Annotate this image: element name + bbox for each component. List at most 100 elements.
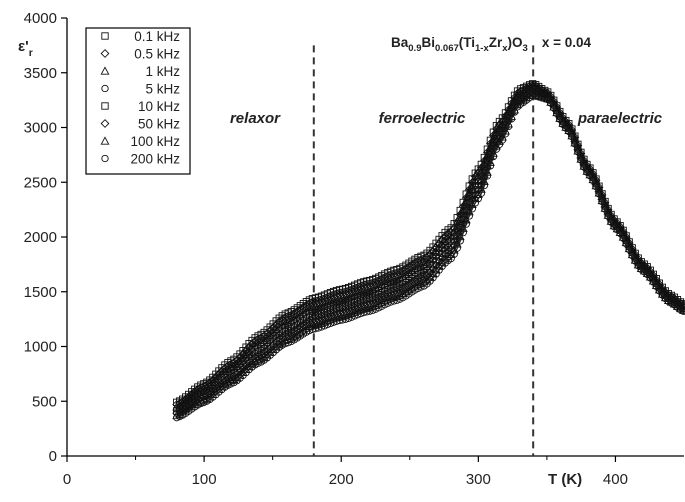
x-tick-label: 100 bbox=[192, 471, 217, 488]
y-tick-label: 2000 bbox=[24, 229, 57, 246]
data-point bbox=[101, 154, 109, 163]
title-subscript: 0.067 bbox=[435, 43, 459, 54]
data-point bbox=[679, 307, 685, 315]
legend-entry: 0.1 kHz bbox=[101, 29, 180, 44]
data-point bbox=[450, 250, 458, 258]
data-point bbox=[456, 237, 464, 245]
legend-entry: 50 kHz bbox=[100, 117, 180, 132]
data-point bbox=[510, 108, 519, 116]
x-tick-label: 0 bbox=[63, 471, 71, 488]
data-point bbox=[453, 244, 461, 252]
data-point bbox=[100, 119, 110, 128]
series-200-khz bbox=[173, 92, 685, 422]
axes: 0 500 1000 1500 2000 2500 3000 3500 4000 0 100 200 3… bbox=[24, 10, 684, 488]
legend-entry: 200 kHz bbox=[101, 152, 180, 167]
legend-entry: 5 kHz bbox=[101, 82, 180, 97]
legend-label: 100 kHz bbox=[130, 134, 180, 149]
legend-label: 50 kHz bbox=[138, 117, 180, 132]
region-label-paraelectric: paraelectric bbox=[577, 110, 663, 127]
y-axis-label: ε'r bbox=[18, 38, 33, 59]
title-part: Ba bbox=[391, 35, 409, 50]
data-point bbox=[603, 210, 613, 219]
data-point bbox=[197, 399, 205, 408]
data-point bbox=[628, 251, 636, 260]
data-point bbox=[600, 203, 610, 212]
y-tick-label: 500 bbox=[32, 393, 57, 410]
data-point bbox=[393, 296, 401, 304]
data-point bbox=[598, 197, 606, 206]
series-layer bbox=[172, 80, 685, 422]
data-point bbox=[344, 314, 353, 322]
data-point bbox=[317, 323, 326, 331]
data-point bbox=[101, 102, 109, 110]
y-tick-label: 3000 bbox=[24, 120, 57, 137]
y-tick-label: 0 bbox=[49, 448, 57, 465]
data-point bbox=[576, 154, 586, 163]
legend-box bbox=[85, 27, 191, 175]
data-point bbox=[619, 234, 627, 242]
legend: 0.1 kHz 0.5 kHz 1 kHz 5 kHz 10 kHz 50 kHz 100 … bbox=[85, 27, 191, 175]
region-label-relaxor: relaxor bbox=[230, 110, 281, 127]
data-point bbox=[622, 239, 630, 248]
data-point bbox=[101, 84, 109, 93]
data-point bbox=[624, 243, 634, 253]
phase-boundaries bbox=[312, 45, 535, 456]
region-label-ferroelectric: ferroelectric bbox=[379, 110, 466, 127]
title-part: )O bbox=[508, 35, 523, 50]
legend-entry: 10 kHz bbox=[101, 99, 180, 114]
data-point bbox=[625, 245, 633, 254]
data-point bbox=[550, 104, 558, 112]
data-point bbox=[555, 113, 565, 122]
data-point bbox=[565, 127, 573, 136]
data-point bbox=[588, 174, 598, 184]
y-tick-label: 4000 bbox=[24, 10, 57, 27]
data-point bbox=[507, 115, 516, 123]
legend-entry: 100 kHz bbox=[100, 134, 180, 149]
data-point bbox=[621, 237, 631, 247]
title-part: Zr bbox=[489, 35, 503, 50]
legend-label: 0.1 kHz bbox=[134, 29, 180, 44]
data-point bbox=[552, 107, 562, 117]
legend-label: 0.5 kHz bbox=[134, 47, 180, 62]
data-point bbox=[604, 212, 612, 220]
data-point bbox=[595, 190, 603, 198]
legend-label: 200 kHz bbox=[130, 152, 180, 167]
data-point bbox=[597, 195, 607, 205]
data-point bbox=[462, 220, 470, 228]
data-point bbox=[417, 283, 425, 291]
data-point bbox=[504, 122, 513, 131]
data-point bbox=[173, 414, 181, 422]
legend-label: 1 kHz bbox=[145, 64, 180, 79]
data-point bbox=[459, 228, 467, 237]
data-point bbox=[483, 172, 492, 180]
y-tick-label: 1000 bbox=[24, 339, 57, 356]
data-point bbox=[574, 148, 582, 156]
data-point bbox=[591, 180, 601, 190]
data-point bbox=[480, 181, 489, 190]
x-tick-label: 300 bbox=[466, 471, 491, 488]
data-point bbox=[477, 189, 485, 197]
data-point bbox=[589, 176, 597, 185]
x-tick-label: 400 bbox=[603, 471, 628, 488]
data-point bbox=[567, 130, 577, 140]
y-axis-label-base: ε' bbox=[18, 38, 29, 55]
data-point bbox=[553, 109, 561, 118]
data-point bbox=[630, 255, 640, 264]
x-axis-label: T (K) bbox=[548, 471, 582, 488]
series-line bbox=[176, 85, 685, 408]
data-point bbox=[571, 140, 579, 148]
data-point bbox=[486, 162, 495, 170]
data-point bbox=[489, 152, 498, 161]
title-subscript: 3 bbox=[523, 43, 528, 54]
data-point bbox=[579, 161, 589, 170]
data-point bbox=[501, 130, 510, 138]
legend-label: 5 kHz bbox=[145, 82, 180, 97]
chart-title: Ba0.9Bi0.067(Ti1-xZrx)O3 x = 0.04 bbox=[391, 35, 592, 54]
legend-entry: 1 kHz bbox=[100, 64, 180, 79]
data-point bbox=[627, 249, 637, 259]
series-0-1-khz bbox=[173, 80, 685, 406]
data-point bbox=[101, 32, 109, 40]
data-point bbox=[474, 195, 482, 203]
series-1-khz bbox=[172, 81, 685, 411]
